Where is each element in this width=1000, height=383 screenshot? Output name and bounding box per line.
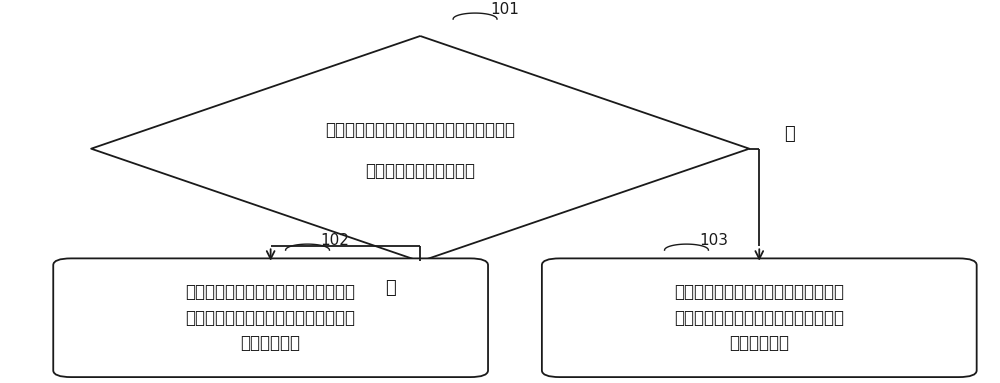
- Text: 値大于第二电平値的邻区添加到切换候: 値大于第二电平値的邻区添加到切换候: [674, 309, 844, 327]
- FancyBboxPatch shape: [542, 259, 977, 377]
- Text: 値大于第一电平値的邻区添加到切换候: 値大于第一电平値的邻区添加到切换候: [186, 309, 356, 327]
- Text: 将下行测量结果中对应的下行接收电平: 将下行测量结果中对应的下行接收电平: [186, 283, 356, 301]
- Text: 将下行测量结果中对应的下行接收电平: 将下行测量结果中对应的下行接收电平: [674, 283, 844, 301]
- Text: 否: 否: [784, 125, 795, 143]
- Text: 前处于无主导服务小区？: 前处于无主导服务小区？: [365, 162, 475, 180]
- Text: 选小区集合中: 选小区集合中: [729, 334, 789, 352]
- Text: 根据终端上报的下行测量结果，判断终端当: 根据终端上报的下行测量结果，判断终端当: [325, 121, 515, 139]
- Text: 是: 是: [385, 279, 396, 297]
- Text: 102: 102: [320, 233, 349, 248]
- FancyBboxPatch shape: [53, 259, 488, 377]
- Text: 103: 103: [699, 233, 728, 248]
- Text: 选小区集合中: 选小区集合中: [241, 334, 301, 352]
- Text: 101: 101: [490, 2, 519, 17]
